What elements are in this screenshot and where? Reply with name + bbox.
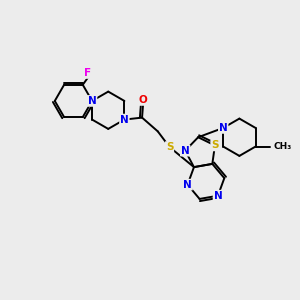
Text: N: N [214, 191, 222, 201]
Text: S: S [166, 142, 173, 152]
Text: N: N [120, 115, 129, 124]
Text: F: F [84, 68, 91, 78]
Text: S: S [211, 140, 219, 150]
Text: N: N [219, 123, 228, 133]
Text: N: N [88, 96, 97, 106]
Text: CH₃: CH₃ [273, 142, 291, 151]
Text: N: N [183, 180, 192, 190]
Text: O: O [139, 95, 147, 105]
Text: N: N [181, 146, 190, 156]
